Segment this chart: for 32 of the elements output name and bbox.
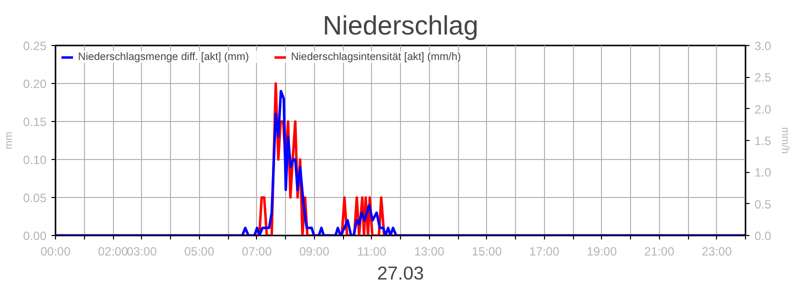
y2-tick-label: 1.5 xyxy=(754,134,772,148)
y2-tick-label: 2.0 xyxy=(754,102,772,116)
y2-tick-label: 1.0 xyxy=(754,166,772,180)
x-tick-label: 00:00 xyxy=(40,244,71,258)
y-tick-label: 0.15 xyxy=(23,115,47,129)
y2-tick-label: 3.0 xyxy=(754,39,772,53)
x-tick-label: 07:00 xyxy=(242,244,272,258)
x-tick-label: 15:00 xyxy=(472,244,502,258)
x-tick-label: 17:00 xyxy=(529,244,560,258)
x-tick-label: 02:00 xyxy=(98,244,128,258)
chart-title: Niederschlag xyxy=(322,10,478,40)
y2-axis-title: mm/h xyxy=(779,127,792,154)
x-tick-label: 21:00 xyxy=(644,244,675,258)
x-tick-label: 19:00 xyxy=(586,244,618,258)
x-tick-label: 23:00 xyxy=(702,244,732,258)
y-tick-label: 0.10 xyxy=(23,153,47,167)
x-tick-label: 03:00 xyxy=(126,244,158,258)
y2-tick-label: 2.5 xyxy=(754,70,772,85)
legend-label: Niederschlagsmenge diff. [akt] (mm) xyxy=(78,51,249,63)
x-tick-label: 09:00 xyxy=(299,244,330,258)
y-tick-label: 0.25 xyxy=(23,39,47,53)
y2-tick-label: 0.0 xyxy=(754,229,772,243)
x-tick-label: 13:00 xyxy=(414,244,445,258)
y-tick-label: 0.00 xyxy=(23,229,47,243)
y2-tick-label: 0.5 xyxy=(754,197,772,212)
y-tick-label: 0.20 xyxy=(23,77,47,91)
legend-label: Niederschlagsintensität [akt] (mm/h) xyxy=(290,51,461,63)
x-axis-title: 27.03 xyxy=(377,262,424,284)
x-tick-label: 11:00 xyxy=(357,244,387,258)
x-tick-label: 05:00 xyxy=(184,244,215,258)
y-tick-label: 0.05 xyxy=(23,191,47,205)
y-axis-title: mm xyxy=(3,132,16,150)
